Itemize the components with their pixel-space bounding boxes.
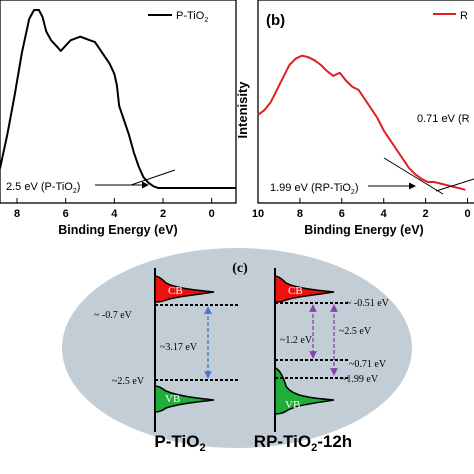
panel-a-x-axis-label: Binding Energy (eV) <box>58 223 177 237</box>
left-cb-level-label: ~ -0.7 eV <box>94 310 133 321</box>
panel-b-tail-line <box>435 178 474 192</box>
right-cb-level-label: ~ -0.51 eV <box>346 298 390 309</box>
left-vb-label: VB <box>165 393 180 405</box>
panel-b-x-ticks: 10 8 6 4 2 0 <box>252 198 471 220</box>
x-tick-label: 6 <box>339 208 345 220</box>
panel-b-plot-area <box>257 54 466 191</box>
right-cb-shape <box>274 275 335 303</box>
panel-b: 10 8 6 4 2 0 (b) R Intenisity 1.99 eV (RP-TiO… <box>235 0 474 237</box>
left-vb-shape <box>154 385 215 413</box>
panel-a-legend-label: P-TiO2 <box>176 10 208 24</box>
panel-b-label: (b) <box>266 12 285 29</box>
right-vb-level-label: ~1.99 eV <box>341 374 379 385</box>
right-large-gap-label: ~2.5 eV <box>339 326 372 337</box>
panel-c-label: (c) <box>232 261 248 276</box>
left-cb-shape <box>154 275 215 303</box>
right-tail-level-label: ~0.71 eV <box>349 359 387 370</box>
x-tick-label: 6 <box>63 208 69 220</box>
right-small-gap-label: ~1.2 eV <box>280 335 313 346</box>
series-line-p-tio2 <box>0 9 236 189</box>
x-tick-label: 4 <box>381 208 388 220</box>
x-tick-label: 8 <box>297 208 303 220</box>
panel-a-plot-area <box>0 9 236 189</box>
panel-b-x-axis-label: Binding Energy (eV) <box>304 223 423 237</box>
series-line-rp-tio2 <box>257 54 466 191</box>
panel-c: (c) CB VB ~ -0.7 eV ~2.5 eV ~3.17 eV P-T… <box>62 248 412 454</box>
band-diagram-rp-tio2-12h: CB VB ~ -0.51 eV ~0.71 eV ~1.99 eV ~1.2 … <box>254 268 390 454</box>
right-cb-label: CB <box>288 285 303 297</box>
x-tick-label: 0 <box>464 208 470 220</box>
panel-a: 8 6 4 2 0 P-TiO2 2.5 eV (P-TiO2) Binding Ene… <box>0 0 237 237</box>
x-tick-label: 2 <box>423 208 429 220</box>
x-tick-label: 0 <box>209 208 215 220</box>
panel-b-tangent-line <box>383 157 444 195</box>
x-tick-label: 10 <box>252 208 264 220</box>
left-material-label: P-TiO2 <box>154 432 205 454</box>
left-gap-label: ~3.17 eV <box>160 342 198 353</box>
right-vb-shape <box>274 367 335 415</box>
band-diagram-p-tio2: CB VB ~ -0.7 eV ~2.5 eV ~3.17 eV P-TiO2 <box>94 268 238 454</box>
x-tick-label: 8 <box>14 208 20 220</box>
left-cb-label: CB <box>168 285 183 297</box>
x-tick-label: 4 <box>111 208 118 220</box>
right-vb-label: VB <box>285 399 300 411</box>
background-ellipse <box>62 248 412 448</box>
panel-a-x-ticks: 8 6 4 2 0 <box>14 198 215 220</box>
panel-a-annotation: 2.5 eV (P-TiO2) <box>6 181 80 195</box>
x-tick-label: 2 <box>160 208 166 220</box>
panel-b-legend-label: R <box>460 10 468 22</box>
panel-a-frame <box>0 0 237 204</box>
panel-b-annotation-1: 1.99 eV (RP-TiO2) <box>270 182 358 196</box>
left-vb-level-label: ~2.5 eV <box>112 376 145 387</box>
right-material-label: RP-TiO2-12h <box>254 432 352 454</box>
panel-b-annotation-2: 0.71 eV (R <box>417 113 470 125</box>
panel-b-y-axis-label: Intenisity <box>235 81 250 139</box>
panel-b-frame <box>257 0 474 204</box>
panel-a-tangent-line <box>130 169 176 186</box>
